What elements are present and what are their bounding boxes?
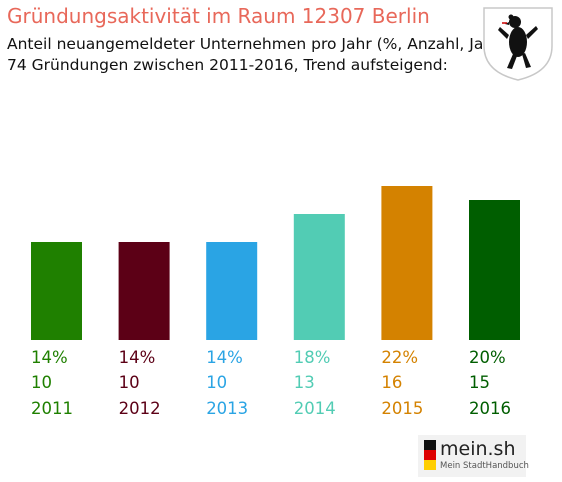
bar-2013 — [206, 242, 258, 340]
count-label-2016: 15 — [469, 373, 490, 392]
percent-label-2013: 14% — [206, 348, 243, 367]
berlin-bear-coat-of-arms-icon — [478, 2, 558, 82]
mein-sh-logo: mein.sh Mein StadtHandbuch — [418, 435, 529, 477]
logo-name: mein.sh — [440, 438, 516, 460]
bar-2011 — [31, 242, 82, 340]
bar-2015 — [381, 186, 433, 340]
chart-subtitle-line-1: Anteil neuangemeldeter Unternehmen pro J… — [7, 35, 506, 53]
germany-flag-icon — [424, 440, 436, 470]
count-label-2015: 16 — [381, 373, 402, 392]
year-label-2012: 2012 — [119, 399, 161, 418]
bar-2014 — [293, 214, 345, 340]
count-label-2013: 10 — [206, 373, 227, 392]
year-label-2015: 2015 — [381, 399, 423, 418]
percent-label-2016: 20% — [469, 348, 506, 367]
year-label-2016: 2016 — [469, 399, 511, 418]
count-label-2012: 10 — [119, 373, 140, 392]
percent-label-2011: 14% — [31, 348, 68, 367]
percent-label-2012: 14% — [119, 348, 156, 367]
bar-2016 — [469, 200, 520, 340]
year-label-2014: 2014 — [294, 399, 336, 418]
count-label-2014: 13 — [294, 373, 315, 392]
logo-tagline: Mein StadtHandbuch — [440, 461, 529, 471]
percent-label-2014: 18% — [294, 348, 331, 367]
count-label-2011: 10 — [31, 373, 52, 392]
chart-title: Gründungsaktivität im Raum 12307 Berlin — [7, 4, 430, 28]
bar-2012 — [118, 242, 170, 340]
chart-subtitle-line-2: 74 Gründungen zwischen 2011-2016, Trend … — [7, 56, 448, 74]
year-label-2013: 2013 — [206, 399, 248, 418]
year-label-2011: 2011 — [31, 399, 73, 418]
percent-label-2015: 22% — [381, 348, 418, 367]
